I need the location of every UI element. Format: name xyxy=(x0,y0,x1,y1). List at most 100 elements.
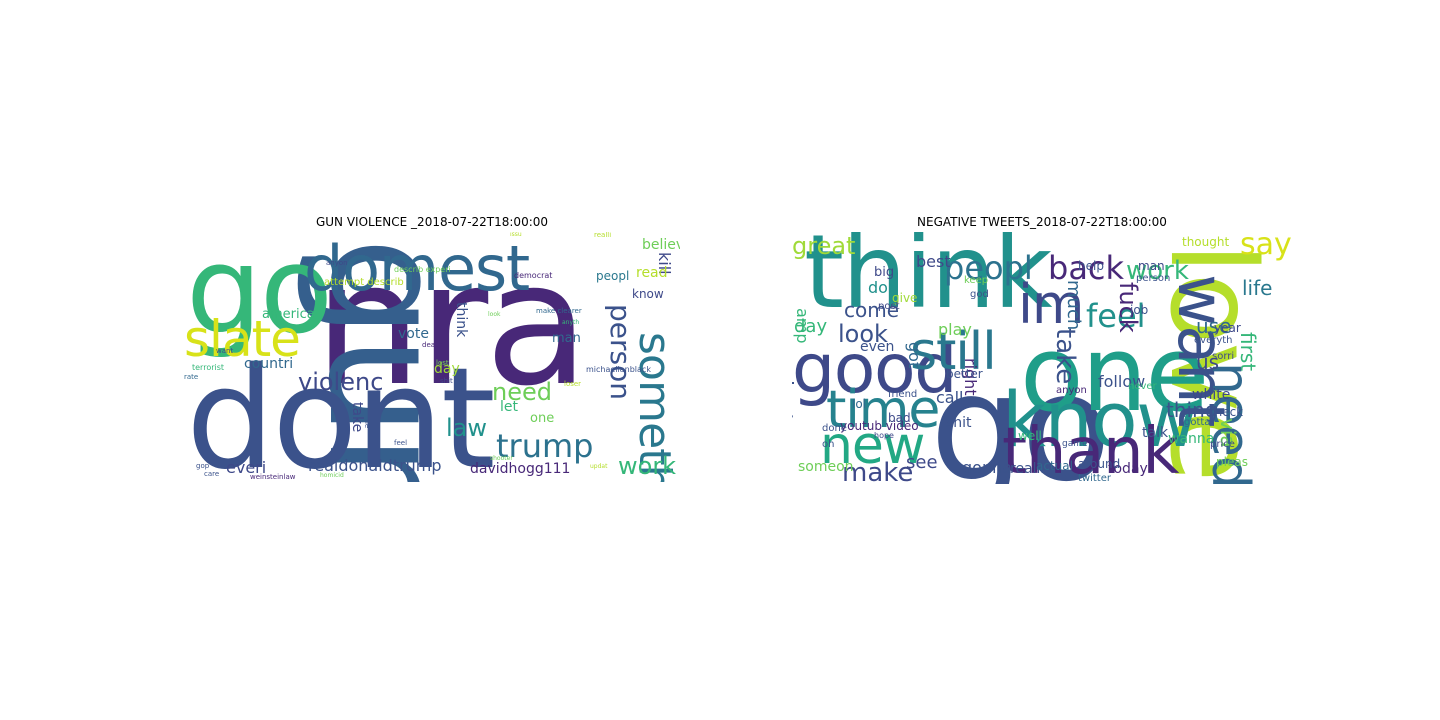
cloud-word: sorri xyxy=(1212,351,1235,362)
cloud-word: price xyxy=(1210,439,1235,450)
cloud-word: time xyxy=(826,380,940,440)
cloud-word: read xyxy=(636,265,668,281)
cloud-word: friend xyxy=(888,389,918,400)
cloud-word: issu xyxy=(510,232,522,238)
cloud-word: white xyxy=(1192,387,1231,403)
cloud-word: im xyxy=(1018,273,1085,336)
cloud-word: democrat xyxy=(514,271,553,280)
cloud-word: someon xyxy=(798,459,854,475)
cloud-word: let xyxy=(500,399,518,415)
cloud-word: gop xyxy=(196,462,210,470)
cloud-word: help xyxy=(1078,259,1104,273)
cloud-word: job xyxy=(1130,303,1149,317)
cloud-word: much xyxy=(1063,280,1084,331)
cloud-word: domest xyxy=(304,232,530,305)
cloud-word: around xyxy=(1078,457,1121,471)
cloud-word: peopl xyxy=(596,269,630,283)
cloud-word: dont xyxy=(792,372,796,422)
cloud-word: shit xyxy=(440,377,453,385)
cloud-word: person xyxy=(1136,273,1171,284)
cloud-word: big xyxy=(874,265,895,280)
cloud-word: slate xyxy=(184,310,301,368)
cloud-word: gonna xyxy=(962,458,1013,477)
cloud-word: gotta xyxy=(1184,417,1211,428)
cloud-word: oh xyxy=(822,439,835,450)
cloud-word: make clearer xyxy=(536,307,582,315)
cloud-word: anyon xyxy=(1056,385,1087,396)
cloud-word: lol xyxy=(852,397,867,411)
cloud-word: don xyxy=(868,278,899,297)
cloud-word: law xyxy=(446,414,488,442)
cloud-word: death xyxy=(422,341,443,349)
cloud-word: still xyxy=(910,322,997,382)
cloud-word: talk xyxy=(1142,425,1169,441)
cloud-word: call xyxy=(936,388,964,407)
cloud-word: work xyxy=(1126,256,1189,286)
cloud-word: done xyxy=(822,423,847,434)
cloud-word: need xyxy=(492,378,552,406)
cloud-word: take xyxy=(349,402,365,433)
cloud-word: think xyxy=(453,302,469,338)
cloud-word: thing xyxy=(1166,398,1218,422)
cloud-word: thank xyxy=(1002,415,1179,484)
cloud-word: go xyxy=(186,232,333,361)
cloud-word: good xyxy=(792,330,957,409)
cloud-word: man xyxy=(552,331,581,346)
wordcloud-panel-gun-violence: GUN VIOLENCE _2018-07-22T18:00:00 nra gun… xyxy=(184,215,680,483)
cloud-word: work xyxy=(618,452,677,480)
cloud-word: game xyxy=(1062,439,1088,449)
cloud-word: dont xyxy=(186,338,496,483)
cloud-word: want xyxy=(216,347,234,355)
cloud-word: care xyxy=(204,470,220,478)
cloud-word: updat xyxy=(590,463,608,470)
cloud-word: say xyxy=(1240,232,1292,262)
wordcloud: think love go one know thank good new time still i… xyxy=(792,232,1292,484)
cloud-word: anyth xyxy=(562,319,580,326)
cloud-word: one xyxy=(1020,313,1209,435)
cloud-word: countri xyxy=(244,356,294,372)
cloud-word: terrorist xyxy=(192,363,225,372)
cloud-word: look xyxy=(838,320,888,348)
cloud-word: never xyxy=(1128,381,1157,392)
cloud-word: realli xyxy=(1010,461,1045,477)
cloud-word: check xyxy=(1208,405,1244,419)
cloud-word: back xyxy=(1048,249,1125,287)
cloud-word: pleas xyxy=(1216,455,1248,469)
cloud-word: hope xyxy=(874,431,894,440)
cloud-word: man xyxy=(1138,259,1165,273)
cloud-word: actual xyxy=(1036,459,1073,473)
cloud-word: describ experi xyxy=(394,265,451,274)
cloud-word: use xyxy=(1196,314,1232,338)
cloud-word: wanna xyxy=(1168,431,1215,447)
cloud-word: everyth xyxy=(1194,335,1233,346)
cloud-word: lie xyxy=(363,420,371,429)
wordcloud-panel-negative-tweets: NEGATIVE TWEETS_2018-07-22T18:00:00 thin… xyxy=(792,215,1292,484)
cloud-word: follow xyxy=(1098,372,1146,391)
cloud-word: take xyxy=(1050,328,1080,385)
cloud-word: peopl xyxy=(944,249,1033,287)
cloud-word: look xyxy=(488,311,501,318)
cloud-word: know xyxy=(632,287,664,301)
cloud-word: shooter xyxy=(490,455,513,462)
cloud-word: got xyxy=(905,342,924,369)
cloud-word: davidhogg111 xyxy=(470,461,571,477)
cloud-word: see xyxy=(906,452,938,473)
cloud-word: keep xyxy=(964,275,989,286)
cloud-word: michaelianblack xyxy=(586,365,651,374)
cloud-word: year xyxy=(1214,321,1241,335)
cloud-word: attempt describ xyxy=(324,277,404,288)
cloud-word: vote xyxy=(398,326,429,342)
cloud-word: nra xyxy=(314,232,589,424)
cloud-word: great xyxy=(792,232,856,260)
cloud-word: shit xyxy=(946,415,972,431)
cloud-word: even xyxy=(860,339,895,355)
cloud-word: first xyxy=(1236,332,1260,372)
cloud-word: bad xyxy=(888,411,911,425)
cloud-word: trump xyxy=(496,427,594,465)
cloud-word: think xyxy=(804,232,1053,332)
cloud-word: come xyxy=(844,298,900,322)
cloud-word: rate xyxy=(184,373,199,381)
cloud-word: day xyxy=(794,316,828,337)
cloud-word: homicid xyxy=(320,472,344,479)
